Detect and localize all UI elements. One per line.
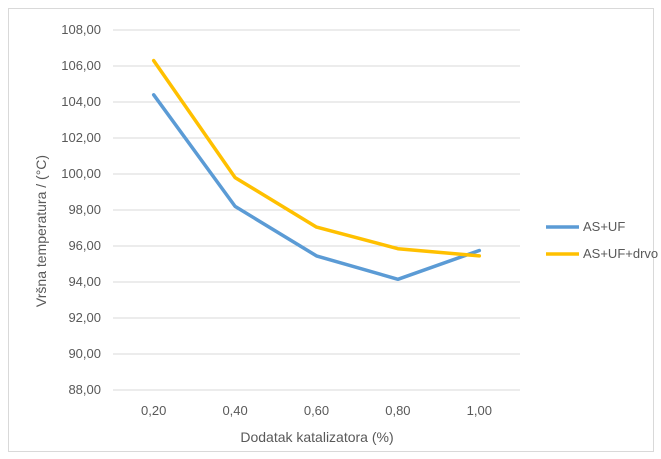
y-tick-label: 104,00	[61, 94, 101, 109]
gridlines	[113, 29, 520, 391]
series-lines	[151, 58, 482, 282]
legend-label: AS+UF	[583, 219, 625, 234]
y-tick-label: 106,00	[61, 58, 101, 73]
y-tick-label: 92,00	[68, 310, 101, 325]
series-line-as-uf-drvo	[151, 58, 482, 258]
legend-label: AS+UF+drvo	[583, 246, 658, 261]
y-tick-label: 98,00	[68, 202, 101, 217]
x-tick-label: 0,40	[222, 403, 247, 418]
x-axis-title: Dodatak katalizatora (%)	[240, 429, 393, 445]
x-tick-labels: 0,20 0,40 0,60 0,80 1,00	[141, 403, 492, 418]
x-tick-label: 0,20	[141, 403, 166, 418]
series-line-as-uf	[151, 93, 482, 282]
y-tick-label: 96,00	[68, 238, 101, 253]
y-tick-label: 90,00	[68, 346, 101, 361]
y-tick-label: 102,00	[61, 130, 101, 145]
y-tick-label: 88,00	[68, 382, 101, 397]
y-tick-labels: 88,00 90,00 92,00 94,00 96,00 98,00 100,00 102,…	[61, 22, 101, 397]
x-tick-label: 0,60	[304, 403, 329, 418]
x-tick-label: 0,80	[385, 403, 410, 418]
y-tick-label: 94,00	[68, 274, 101, 289]
y-tick-label: 100,00	[61, 166, 101, 181]
y-tick-label: 108,00	[61, 22, 101, 37]
y-axis-title: Vršna temperatura / (°C)	[33, 155, 49, 307]
x-tick-label: 1,00	[467, 403, 492, 418]
legend: AS+UF AS+UF+drvo	[546, 219, 658, 261]
